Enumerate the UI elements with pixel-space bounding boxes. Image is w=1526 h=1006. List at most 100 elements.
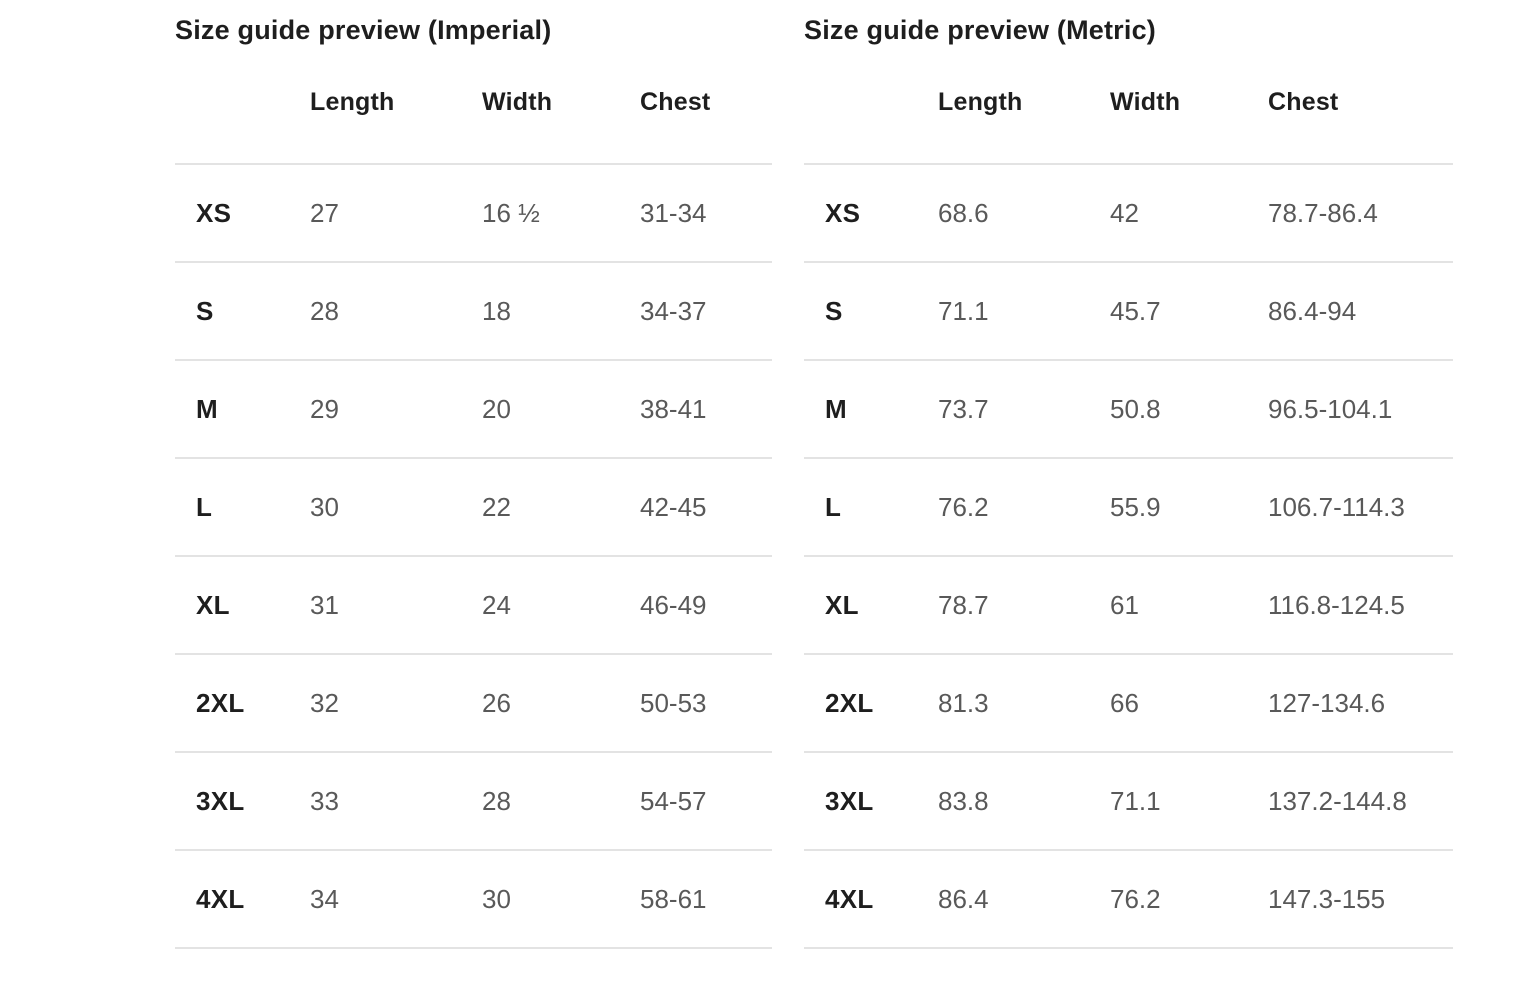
size-label: L bbox=[175, 458, 310, 557]
imperial-table-body: XS 27 16 ½ 31-34 S 28 18 34-37 M 29 20 38-41 L 30 22 42… bbox=[175, 164, 772, 949]
table-row: 3XL 83.8 71.1 137.2-144.8 bbox=[804, 752, 1453, 851]
size-label: XS bbox=[175, 164, 310, 263]
column-header-width: Width bbox=[482, 46, 640, 165]
size-label: XL bbox=[175, 556, 310, 655]
length-value: 76.2 bbox=[938, 458, 1110, 557]
metric-size-table: Length Width Chest XS 68.6 42 78.7-86.4 S 71.… bbox=[804, 46, 1453, 949]
length-value: 78.7 bbox=[938, 556, 1110, 655]
table-row: L 76.2 55.9 106.7-114.3 bbox=[804, 458, 1453, 557]
size-label: M bbox=[175, 360, 310, 459]
width-value: 45.7 bbox=[1110, 262, 1268, 361]
length-value: 32 bbox=[310, 654, 482, 753]
width-value: 20 bbox=[482, 360, 640, 459]
width-value: 18 bbox=[482, 262, 640, 361]
length-value: 83.8 bbox=[938, 752, 1110, 851]
chest-value: 58-61 bbox=[640, 850, 772, 949]
length-value: 71.1 bbox=[938, 262, 1110, 361]
size-label: L bbox=[804, 458, 938, 557]
length-value: 28 bbox=[310, 262, 482, 361]
chest-value: 42-45 bbox=[640, 458, 772, 557]
width-value: 66 bbox=[1110, 654, 1268, 753]
table-row: L 30 22 42-45 bbox=[175, 458, 772, 557]
table-row: 4XL 34 30 58-61 bbox=[175, 850, 772, 949]
width-value: 71.1 bbox=[1110, 752, 1268, 851]
size-guide-tables: Size guide preview (Imperial) Length Wid… bbox=[175, 14, 1453, 949]
metric-table-body: XS 68.6 42 78.7-86.4 S 71.1 45.7 86.4-94 M 73.7 50… bbox=[804, 164, 1453, 949]
table-row: 3XL 33 28 54-57 bbox=[175, 752, 772, 851]
column-header-chest: Chest bbox=[1268, 46, 1453, 165]
chest-value: 38-41 bbox=[640, 360, 772, 459]
column-header-width: Width bbox=[1110, 46, 1268, 165]
imperial-table-title: Size guide preview (Imperial) bbox=[175, 15, 552, 45]
width-value: 22 bbox=[482, 458, 640, 557]
size-label: S bbox=[175, 262, 310, 361]
table-row: S 28 18 34-37 bbox=[175, 262, 772, 361]
table-row: XS 68.6 42 78.7-86.4 bbox=[804, 164, 1453, 263]
metric-header-row: Length Width Chest bbox=[804, 46, 1453, 165]
column-header-size bbox=[175, 46, 310, 165]
chest-value: 86.4-94 bbox=[1268, 262, 1453, 361]
width-value: 76.2 bbox=[1110, 850, 1268, 949]
chest-value: 31-34 bbox=[640, 164, 772, 263]
chest-value: 96.5-104.1 bbox=[1268, 360, 1453, 459]
imperial-size-table: Length Width Chest XS 27 16 ½ 31-34 S 28 18 34-… bbox=[175, 46, 772, 949]
width-value: 50.8 bbox=[1110, 360, 1268, 459]
width-value: 24 bbox=[482, 556, 640, 655]
chest-value: 34-37 bbox=[640, 262, 772, 361]
size-label: 2XL bbox=[804, 654, 938, 753]
length-value: 73.7 bbox=[938, 360, 1110, 459]
chest-value: 127-134.6 bbox=[1268, 654, 1453, 753]
length-value: 31 bbox=[310, 556, 482, 655]
table-row: M 29 20 38-41 bbox=[175, 360, 772, 459]
chest-value: 116.8-124.5 bbox=[1268, 556, 1453, 655]
table-row: 4XL 86.4 76.2 147.3-155 bbox=[804, 850, 1453, 949]
column-header-length: Length bbox=[310, 46, 482, 165]
width-value: 16 ½ bbox=[482, 164, 640, 263]
size-label: 4XL bbox=[175, 850, 310, 949]
column-header-size bbox=[804, 46, 938, 165]
size-guide-metric: Size guide preview (Metric) Length Width… bbox=[804, 14, 1453, 949]
table-row: XL 31 24 46-49 bbox=[175, 556, 772, 655]
table-row: XL 78.7 61 116.8-124.5 bbox=[804, 556, 1453, 655]
length-value: 68.6 bbox=[938, 164, 1110, 263]
size-guide-imperial: Size guide preview (Imperial) Length Wid… bbox=[175, 14, 772, 949]
width-value: 55.9 bbox=[1110, 458, 1268, 557]
chest-value: 78.7-86.4 bbox=[1268, 164, 1453, 263]
table-row: M 73.7 50.8 96.5-104.1 bbox=[804, 360, 1453, 459]
size-label: S bbox=[804, 262, 938, 361]
table-row: S 71.1 45.7 86.4-94 bbox=[804, 262, 1453, 361]
table-row: 2XL 32 26 50-53 bbox=[175, 654, 772, 753]
size-label: 3XL bbox=[175, 752, 310, 851]
table-row: 2XL 81.3 66 127-134.6 bbox=[804, 654, 1453, 753]
length-value: 86.4 bbox=[938, 850, 1110, 949]
chest-value: 137.2-144.8 bbox=[1268, 752, 1453, 851]
length-value: 30 bbox=[310, 458, 482, 557]
width-value: 42 bbox=[1110, 164, 1268, 263]
size-label: M bbox=[804, 360, 938, 459]
size-label: 3XL bbox=[804, 752, 938, 851]
metric-table-title: Size guide preview (Metric) bbox=[804, 15, 1156, 45]
chest-value: 106.7-114.3 bbox=[1268, 458, 1453, 557]
column-header-chest: Chest bbox=[640, 46, 772, 165]
size-label: 2XL bbox=[175, 654, 310, 753]
width-value: 28 bbox=[482, 752, 640, 851]
imperial-header-row: Length Width Chest bbox=[175, 46, 772, 165]
chest-value: 46-49 bbox=[640, 556, 772, 655]
chest-value: 50-53 bbox=[640, 654, 772, 753]
length-value: 33 bbox=[310, 752, 482, 851]
size-label: 4XL bbox=[804, 850, 938, 949]
table-row: XS 27 16 ½ 31-34 bbox=[175, 164, 772, 263]
width-value: 30 bbox=[482, 850, 640, 949]
chest-value: 54-57 bbox=[640, 752, 772, 851]
length-value: 29 bbox=[310, 360, 482, 459]
length-value: 81.3 bbox=[938, 654, 1110, 753]
size-label: XS bbox=[804, 164, 938, 263]
width-value: 26 bbox=[482, 654, 640, 753]
length-value: 27 bbox=[310, 164, 482, 263]
length-value: 34 bbox=[310, 850, 482, 949]
column-header-length: Length bbox=[938, 46, 1110, 165]
width-value: 61 bbox=[1110, 556, 1268, 655]
size-label: XL bbox=[804, 556, 938, 655]
chest-value: 147.3-155 bbox=[1268, 850, 1453, 949]
